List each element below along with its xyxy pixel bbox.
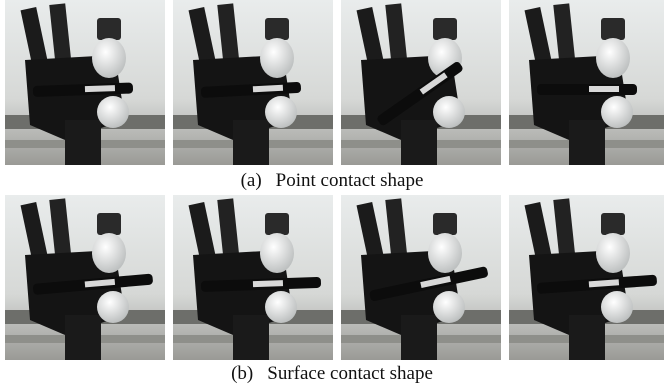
sensor-head bbox=[97, 213, 121, 235]
sensor-head bbox=[601, 18, 625, 40]
photo bbox=[341, 195, 501, 360]
photo bbox=[341, 0, 501, 165]
sensor-head bbox=[433, 213, 457, 235]
photo bbox=[509, 0, 664, 165]
robot-base bbox=[401, 315, 437, 360]
sensor-head bbox=[601, 213, 625, 235]
marker-label bbox=[85, 85, 115, 92]
sensor-ball bbox=[433, 96, 465, 128]
sensor-head bbox=[433, 18, 457, 40]
marker-label bbox=[253, 280, 283, 287]
caption-label: (a) bbox=[241, 170, 262, 191]
sensor-ball bbox=[260, 38, 294, 78]
robot-base bbox=[65, 120, 101, 165]
robot-base bbox=[401, 120, 437, 165]
caption-a: (a) Point contact shape bbox=[241, 170, 424, 191]
figure: (a) Point contact shape (b) Surface contac… bbox=[0, 0, 664, 387]
sensor-ball bbox=[92, 38, 126, 78]
photo bbox=[173, 0, 333, 165]
robot-base bbox=[233, 315, 269, 360]
sensor-ball bbox=[428, 233, 462, 273]
marker-label bbox=[589, 86, 619, 92]
photo bbox=[5, 0, 165, 165]
page: (a) Point contact shape (b) Surface contac… bbox=[0, 0, 664, 387]
sensor-ball bbox=[601, 291, 633, 323]
sensor-ball bbox=[601, 96, 633, 128]
sensor-ball bbox=[433, 291, 465, 323]
sensor-head bbox=[97, 18, 121, 40]
robot-base bbox=[569, 315, 605, 360]
sensor-ball bbox=[265, 96, 297, 128]
marker-pen bbox=[537, 84, 637, 95]
photo bbox=[173, 195, 333, 360]
photo bbox=[5, 195, 165, 360]
sensor-ball bbox=[97, 96, 129, 128]
sensor-ball bbox=[97, 291, 129, 323]
robot-base bbox=[233, 120, 269, 165]
sensor-ball bbox=[596, 233, 630, 273]
sensor-ball bbox=[265, 291, 297, 323]
caption-text: Point contact shape bbox=[276, 170, 424, 191]
sensor-ball bbox=[596, 38, 630, 78]
photo bbox=[509, 195, 664, 360]
robot-base bbox=[65, 315, 101, 360]
sensor-head bbox=[265, 213, 289, 235]
caption-b: (b) Surface contact shape bbox=[231, 363, 433, 384]
robot-base bbox=[569, 120, 605, 165]
sensor-head bbox=[265, 18, 289, 40]
caption-text: Surface contact shape bbox=[267, 363, 433, 384]
caption-label: (b) bbox=[231, 363, 253, 384]
sensor-ball bbox=[92, 233, 126, 273]
sensor-ball bbox=[260, 233, 294, 273]
